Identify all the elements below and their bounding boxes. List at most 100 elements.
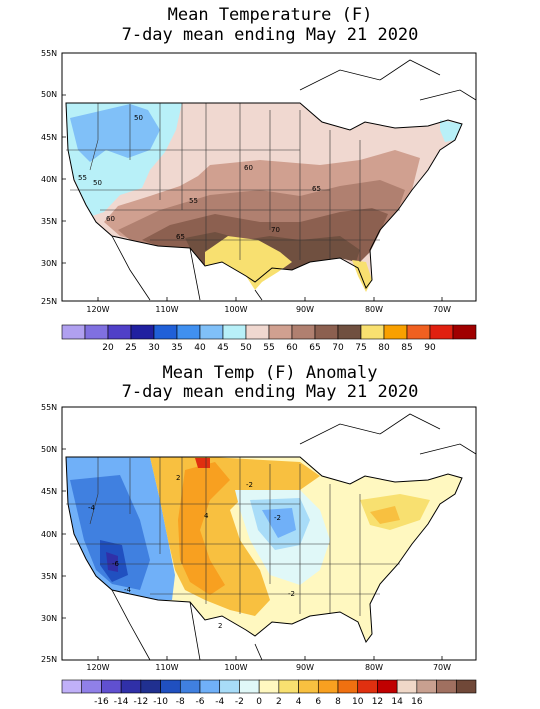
bottom-colorbar-swatch xyxy=(278,679,299,694)
top-lat-ticks: 55N 50N 45N 40N 35N 30N 25N xyxy=(41,49,57,306)
bottom-colorbar-swatch xyxy=(120,679,142,694)
bottom-colorbar-label: 0 xyxy=(256,697,262,707)
bottom-colorbar-swatch xyxy=(298,679,319,694)
top-colorbar-label: 55 xyxy=(263,343,274,353)
top-colorbar-label: 30 xyxy=(148,343,160,353)
top-colorbar-label: 75 xyxy=(355,343,366,353)
top-colorbar-label: 60 xyxy=(286,343,298,353)
top-lon-label: 80W xyxy=(365,305,383,314)
bottom-lon-label: 90W xyxy=(296,663,314,672)
top-contour-label: 65 xyxy=(176,233,185,241)
temp-50-region xyxy=(70,104,160,162)
top-mexico-coast xyxy=(111,235,263,301)
bottom-colorbar-label: -2 xyxy=(235,697,244,707)
bottom-lat-label: 55N xyxy=(41,403,57,412)
top-lon-ticks: 120W 110W 100W 90W 80W 70W xyxy=(86,305,451,314)
top-colorbar-swatch xyxy=(429,324,454,340)
bottom-colorbar-swatch xyxy=(140,679,161,694)
bottom-colorbar-label: 16 xyxy=(411,697,423,707)
bottom-contour-label: -2 xyxy=(288,590,295,598)
bottom-colorbar-label: -6 xyxy=(196,697,205,707)
bottom-title-line2: 7-day mean ending May 21 2020 xyxy=(121,382,419,402)
bottom-colorbar-swatch xyxy=(416,679,437,694)
top-lat-label: 25N xyxy=(41,297,57,306)
bottom-colorbar-swatch xyxy=(61,679,83,694)
top-lon-label: 70W xyxy=(433,305,451,314)
bottom-colorbar-swatch xyxy=(357,679,378,694)
bottom-colorbar-label: -14 xyxy=(114,697,129,707)
bottom-colorbar-swatch xyxy=(239,679,260,694)
top-colorbar-swatch xyxy=(452,324,477,340)
bottom-lat-label: 50N xyxy=(41,445,57,454)
top-colorbar-swatch xyxy=(383,324,408,340)
top-colorbar-swatch xyxy=(84,324,109,340)
bottom-lat-ticks: 55N 50N 45N 40N 35N 30N 25N xyxy=(41,403,57,664)
top-colorbar: 20 25 30 35 40 45 50 55 60 65 70 75 80 85 90 xyxy=(61,324,477,353)
bottom-contour-label: -6 xyxy=(112,560,120,568)
bottom-mexico-coast xyxy=(111,589,263,660)
bottom-colorbar-label: 2 xyxy=(276,697,282,707)
top-colorbar-swatch xyxy=(291,324,316,340)
top-contour-label: 55 xyxy=(189,197,198,205)
top-lat-label: 30N xyxy=(41,259,57,268)
top-colorbar-swatch xyxy=(337,324,362,340)
top-colorbar-label: 90 xyxy=(424,343,436,353)
bottom-map: 2 4 -2 -2 -4 -6 2 -4 -2 55N 50N 45N 40N … xyxy=(41,403,477,672)
top-colorbar-swatch xyxy=(268,324,293,340)
top-lat-label: 45N xyxy=(41,133,57,142)
top-canada-coast xyxy=(299,59,476,101)
bottom-colorbar-swatch xyxy=(436,679,457,694)
top-colorbar-label: 85 xyxy=(401,343,412,353)
top-colorbar-swatch xyxy=(245,324,270,340)
bottom-colorbar-swatch xyxy=(101,679,122,694)
top-lat-label: 40N xyxy=(41,175,57,184)
top-contour-label: 70 xyxy=(271,226,280,234)
top-lon-label: 90W xyxy=(296,305,314,314)
top-state-lines xyxy=(66,103,400,262)
top-colorbar-swatch xyxy=(406,324,431,340)
top-lat-label: 55N xyxy=(41,49,57,58)
top-colorbar-label: 65 xyxy=(309,343,320,353)
bottom-colorbar-label: 8 xyxy=(335,697,341,707)
bottom-colorbar-swatch xyxy=(160,679,181,694)
anom-4-northeast xyxy=(370,506,400,524)
bottom-tick-marks xyxy=(62,448,443,660)
top-colorbar-label: 80 xyxy=(378,343,390,353)
bottom-contour-label: 2 xyxy=(218,622,222,630)
top-contour-label: 65 xyxy=(312,185,321,193)
top-lon-label: 110W xyxy=(155,305,178,314)
top-contour-label: 60 xyxy=(106,215,115,223)
bottom-contour-label: -4 xyxy=(88,504,96,512)
top-map: 50 50 55 60 55 60 65 70 65 55N 50N 45N 4… xyxy=(41,49,477,314)
top-contour-label: 50 xyxy=(93,179,102,187)
top-colorbar-label: 35 xyxy=(171,343,182,353)
top-colorbar-swatch xyxy=(222,324,247,340)
bottom-colorbar-label: 6 xyxy=(315,697,321,707)
bottom-lon-label: 70W xyxy=(433,663,451,672)
bottom-colorbar-label: 4 xyxy=(296,697,302,707)
bottom-us-outline xyxy=(65,456,463,644)
bottom-colorbar-label: 10 xyxy=(352,697,364,707)
bottom-contour-label: -4 xyxy=(124,586,132,594)
bottom-lon-label: 110W xyxy=(155,663,178,672)
bottom-colorbar-label: -12 xyxy=(134,697,149,707)
bottom-colorbar-swatch xyxy=(258,679,280,694)
top-contour-label: 50 xyxy=(134,114,143,122)
bottom-colorbar-label: -16 xyxy=(94,697,109,707)
bottom-map-fills xyxy=(65,413,476,660)
bottom-canada-coast xyxy=(299,413,476,455)
bottom-colorbar-label: -8 xyxy=(176,697,185,707)
top-lon-label: 100W xyxy=(224,305,247,314)
bottom-colorbar-swatch xyxy=(317,679,339,694)
bottom-contour-label: -2 xyxy=(246,481,253,489)
temp-80-texas xyxy=(205,236,292,290)
top-colorbar-swatch xyxy=(153,324,178,340)
top-colorbar-label: 40 xyxy=(194,343,206,353)
bottom-colorbar-swatch xyxy=(179,679,201,694)
top-colorbar-swatch xyxy=(176,324,201,340)
top-colorbar-label: 20 xyxy=(102,343,114,353)
top-map-fills xyxy=(65,59,476,301)
anom-neg6-midwest xyxy=(262,508,296,538)
bottom-colorbar-label: -4 xyxy=(215,697,224,707)
